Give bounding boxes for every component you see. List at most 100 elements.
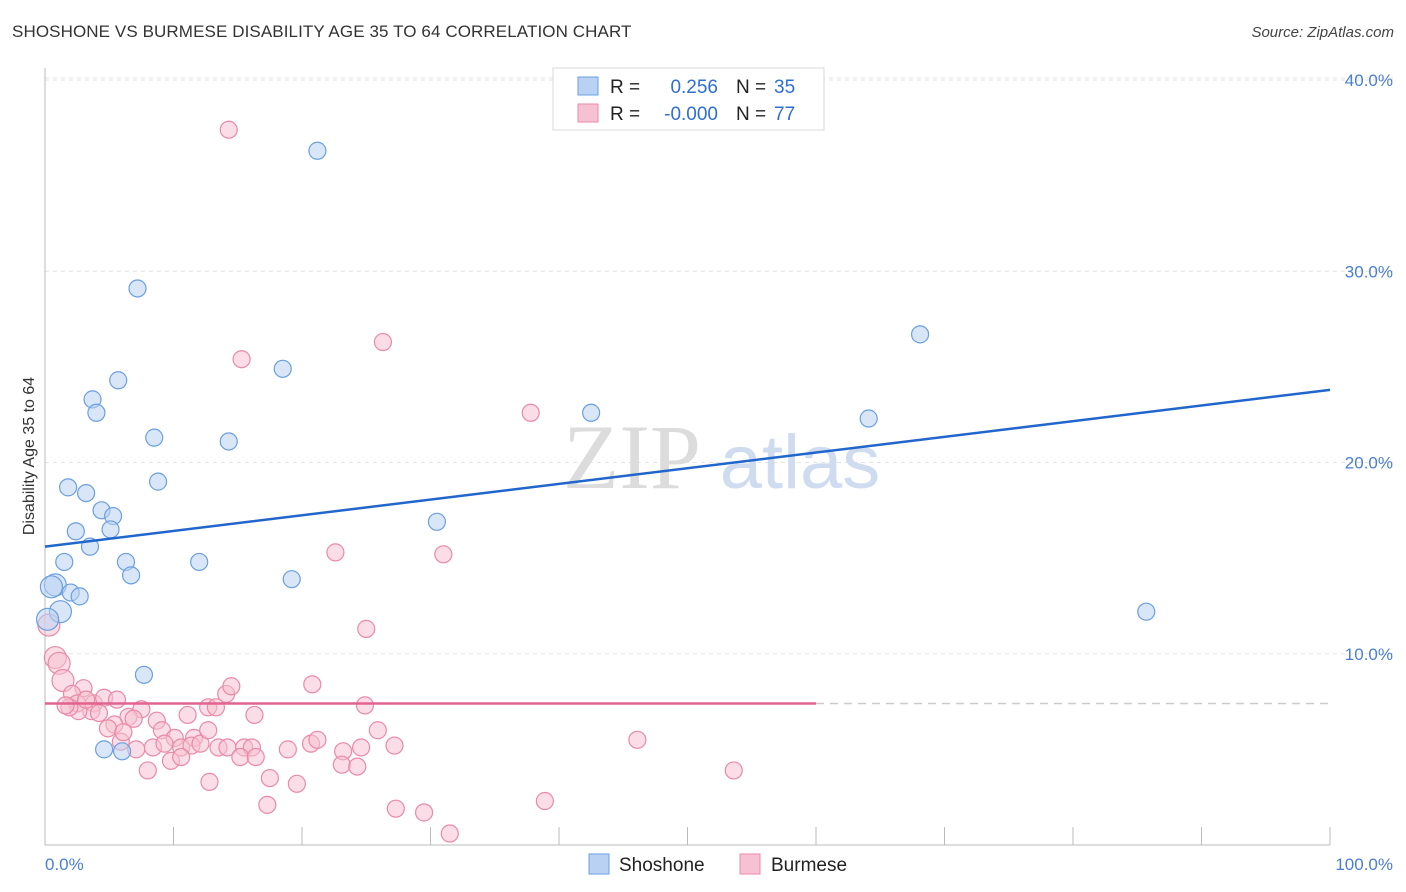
shoshone-point: [109, 371, 128, 390]
bottom-legend-swatch-burmese: [739, 853, 761, 875]
burmese-point: [246, 747, 265, 767]
legend-r-label: R =: [610, 77, 640, 98]
trend-lines: [44, 388, 1331, 705]
burmese-points: [37, 120, 743, 843]
y-tick-label: 20.0%: [1345, 454, 1393, 473]
bottom-legend: Shoshone Burmese: [588, 853, 847, 876]
burmese-point: [332, 755, 351, 774]
watermark: ZIP atlas: [563, 406, 880, 508]
burmese-point: [232, 350, 251, 369]
shoshone-point: [1137, 602, 1156, 621]
legend-n-label: N =: [736, 104, 766, 125]
legend-swatch-burmese: [577, 103, 599, 123]
y-tick-label: 30.0%: [1345, 262, 1393, 281]
burmese-point: [172, 747, 191, 767]
burmese-point: [440, 824, 459, 843]
shoshone-point: [35, 607, 60, 631]
legend-n-label: N =: [736, 77, 766, 98]
y-tick-labels: 10.0% 20.0% 30.0% 40.0%: [1345, 71, 1393, 664]
legend-n-value: 35: [774, 77, 795, 98]
burmese-point: [724, 761, 743, 780]
burmese-point: [258, 795, 277, 814]
burmese-point: [352, 738, 371, 757]
shoshone-point: [101, 520, 120, 539]
shoshone-point: [190, 552, 209, 572]
burmese-point: [260, 768, 279, 788]
y-tick-label: 40.0%: [1345, 71, 1393, 90]
shoshone-point: [859, 409, 878, 428]
burmese-point: [245, 705, 264, 725]
burmese-point: [414, 803, 434, 822]
burmese-point: [231, 747, 250, 767]
burmese-point: [348, 757, 367, 776]
bottom-legend-burmese: Burmese: [771, 855, 847, 876]
x-tick-label: 100.0%: [1335, 855, 1393, 874]
shoshone-point: [95, 740, 114, 759]
burmese-point: [434, 545, 453, 564]
shoshone-point: [59, 478, 78, 497]
watermark-atlas: atlas: [720, 420, 881, 505]
burmese-point: [521, 403, 540, 422]
shoshone-point: [121, 566, 141, 585]
burmese-point: [155, 734, 174, 753]
shoshone-point: [70, 587, 89, 606]
legend-r-value: 0.256: [670, 77, 718, 98]
burmese-point: [191, 734, 210, 753]
shoshone-point: [282, 570, 301, 589]
burmese-point: [124, 709, 143, 728]
shoshone-point: [427, 512, 447, 531]
y-tick-label: 10.0%: [1345, 645, 1393, 664]
burmese-point: [98, 719, 118, 738]
burmese-point: [107, 690, 127, 709]
burmese-point: [222, 677, 241, 696]
x-tick-label: 0.0%: [45, 855, 84, 874]
legend-r-value: -0.000: [664, 104, 718, 125]
shoshone-points: [35, 141, 1156, 761]
watermark-zip: ZIP: [563, 406, 701, 508]
burmese-point: [357, 619, 376, 638]
burmese-point: [138, 761, 157, 780]
burmese-point: [200, 772, 219, 791]
shoshone-point: [128, 279, 147, 298]
shoshone-point: [219, 432, 238, 451]
burmese-point: [308, 730, 327, 749]
burmese-point: [535, 791, 554, 811]
x-tick-labels: 0.0% 100.0%: [45, 855, 1393, 874]
shoshone-point: [148, 472, 168, 491]
burmese-point: [373, 332, 393, 352]
bottom-legend-shoshone: Shoshone: [619, 855, 705, 876]
burmese-point: [278, 740, 297, 759]
shoshone-point: [134, 665, 154, 684]
y-axis-label: Disability Age 35 to 64: [21, 377, 38, 535]
burmese-point: [303, 675, 322, 694]
burmese-point: [77, 690, 96, 709]
shoshone-point: [39, 575, 64, 599]
burmese-point: [386, 799, 405, 818]
shoshone-point: [308, 141, 327, 160]
axes: [44, 68, 1331, 846]
shoshone-trend-line: [44, 388, 1331, 548]
shoshone-point: [582, 403, 601, 422]
shoshone-point: [66, 522, 85, 541]
burmese-point: [199, 721, 218, 740]
burmese-point: [355, 696, 375, 715]
shoshone-point: [273, 359, 292, 378]
burmese-point: [287, 774, 306, 793]
chart-title: SHOSHONE VS BURMESE DISABILITY AGE 35 TO…: [12, 22, 632, 41]
legend-swatch-shoshone: [577, 76, 599, 96]
burmese-point: [219, 120, 238, 139]
legend-n-value: 77: [774, 104, 795, 125]
source-label: Source: ZipAtlas.com: [1251, 24, 1394, 41]
burmese-point: [89, 703, 109, 723]
shoshone-point: [910, 325, 930, 344]
burmese-point: [56, 696, 75, 715]
burmese-point: [326, 543, 345, 562]
shoshone-point: [112, 742, 132, 761]
shoshone-point: [87, 403, 106, 422]
burmese-point: [628, 730, 647, 749]
burmese-point: [385, 736, 404, 755]
shoshone-point: [145, 428, 164, 447]
legend-r-label: R =: [610, 104, 640, 125]
burmese-point: [368, 721, 387, 740]
burmese-point: [178, 705, 197, 725]
